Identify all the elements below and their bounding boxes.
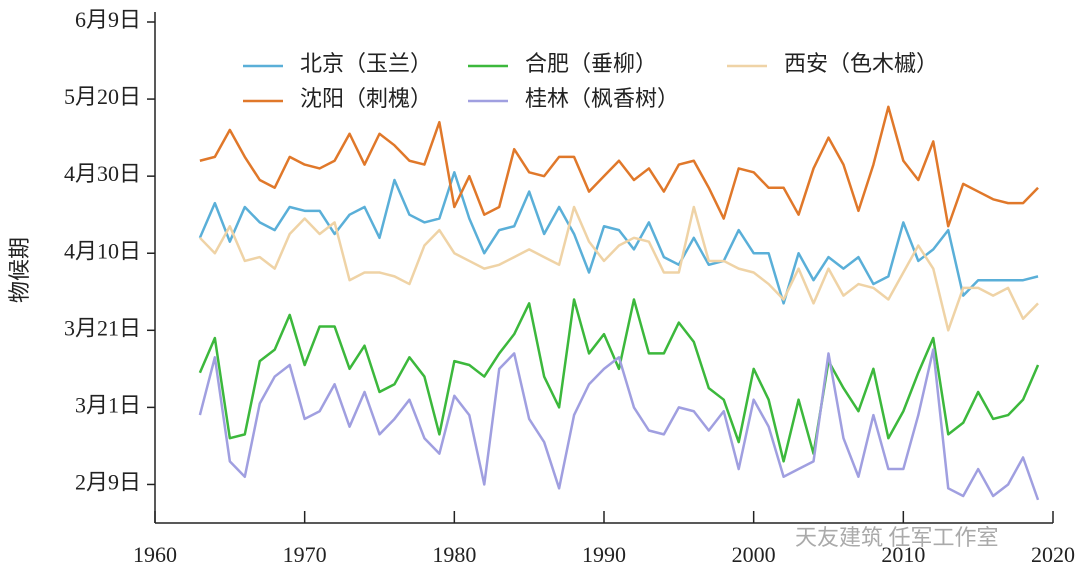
y-tick-label: 2月9日 (75, 470, 141, 495)
y-tick-label: 4月10日 (64, 238, 141, 263)
x-tick-label: 1970 (283, 542, 327, 567)
legend-label: 合肥（垂柳） (525, 51, 657, 76)
data-line (198, 171, 1039, 305)
data-line (199, 205, 1039, 332)
data-line (199, 105, 1039, 228)
y-tick-label: 6月9日 (75, 7, 141, 32)
y-tick-label: 4月30日 (64, 161, 141, 186)
legend-label: 北京（玉兰） (300, 51, 432, 76)
x-tick-label: 1960 (133, 542, 177, 567)
legend-label: 桂林（枫香树） (525, 86, 679, 111)
data-line (198, 348, 1040, 501)
y-tick-label: 3月21日 (64, 315, 141, 340)
y-tick-label: 5月20日 (64, 84, 141, 109)
x-tick-label: 2020 (1031, 542, 1075, 567)
watermark: 天友建筑 任军工作室 (795, 525, 999, 550)
legend-label: 沈阳（刺槐） (300, 86, 432, 111)
x-tick-label: 2000 (732, 542, 776, 567)
x-tick-label: 2010 (881, 542, 925, 567)
x-tick-label: 1990 (582, 542, 626, 567)
x-tick-label: 1980 (432, 542, 476, 567)
y-tick-label: 3月1日 (75, 392, 141, 417)
data-line (198, 298, 1040, 463)
y-axis-label: 物候期 (7, 237, 32, 303)
legend-label: 西安（色木槭） (784, 51, 938, 76)
